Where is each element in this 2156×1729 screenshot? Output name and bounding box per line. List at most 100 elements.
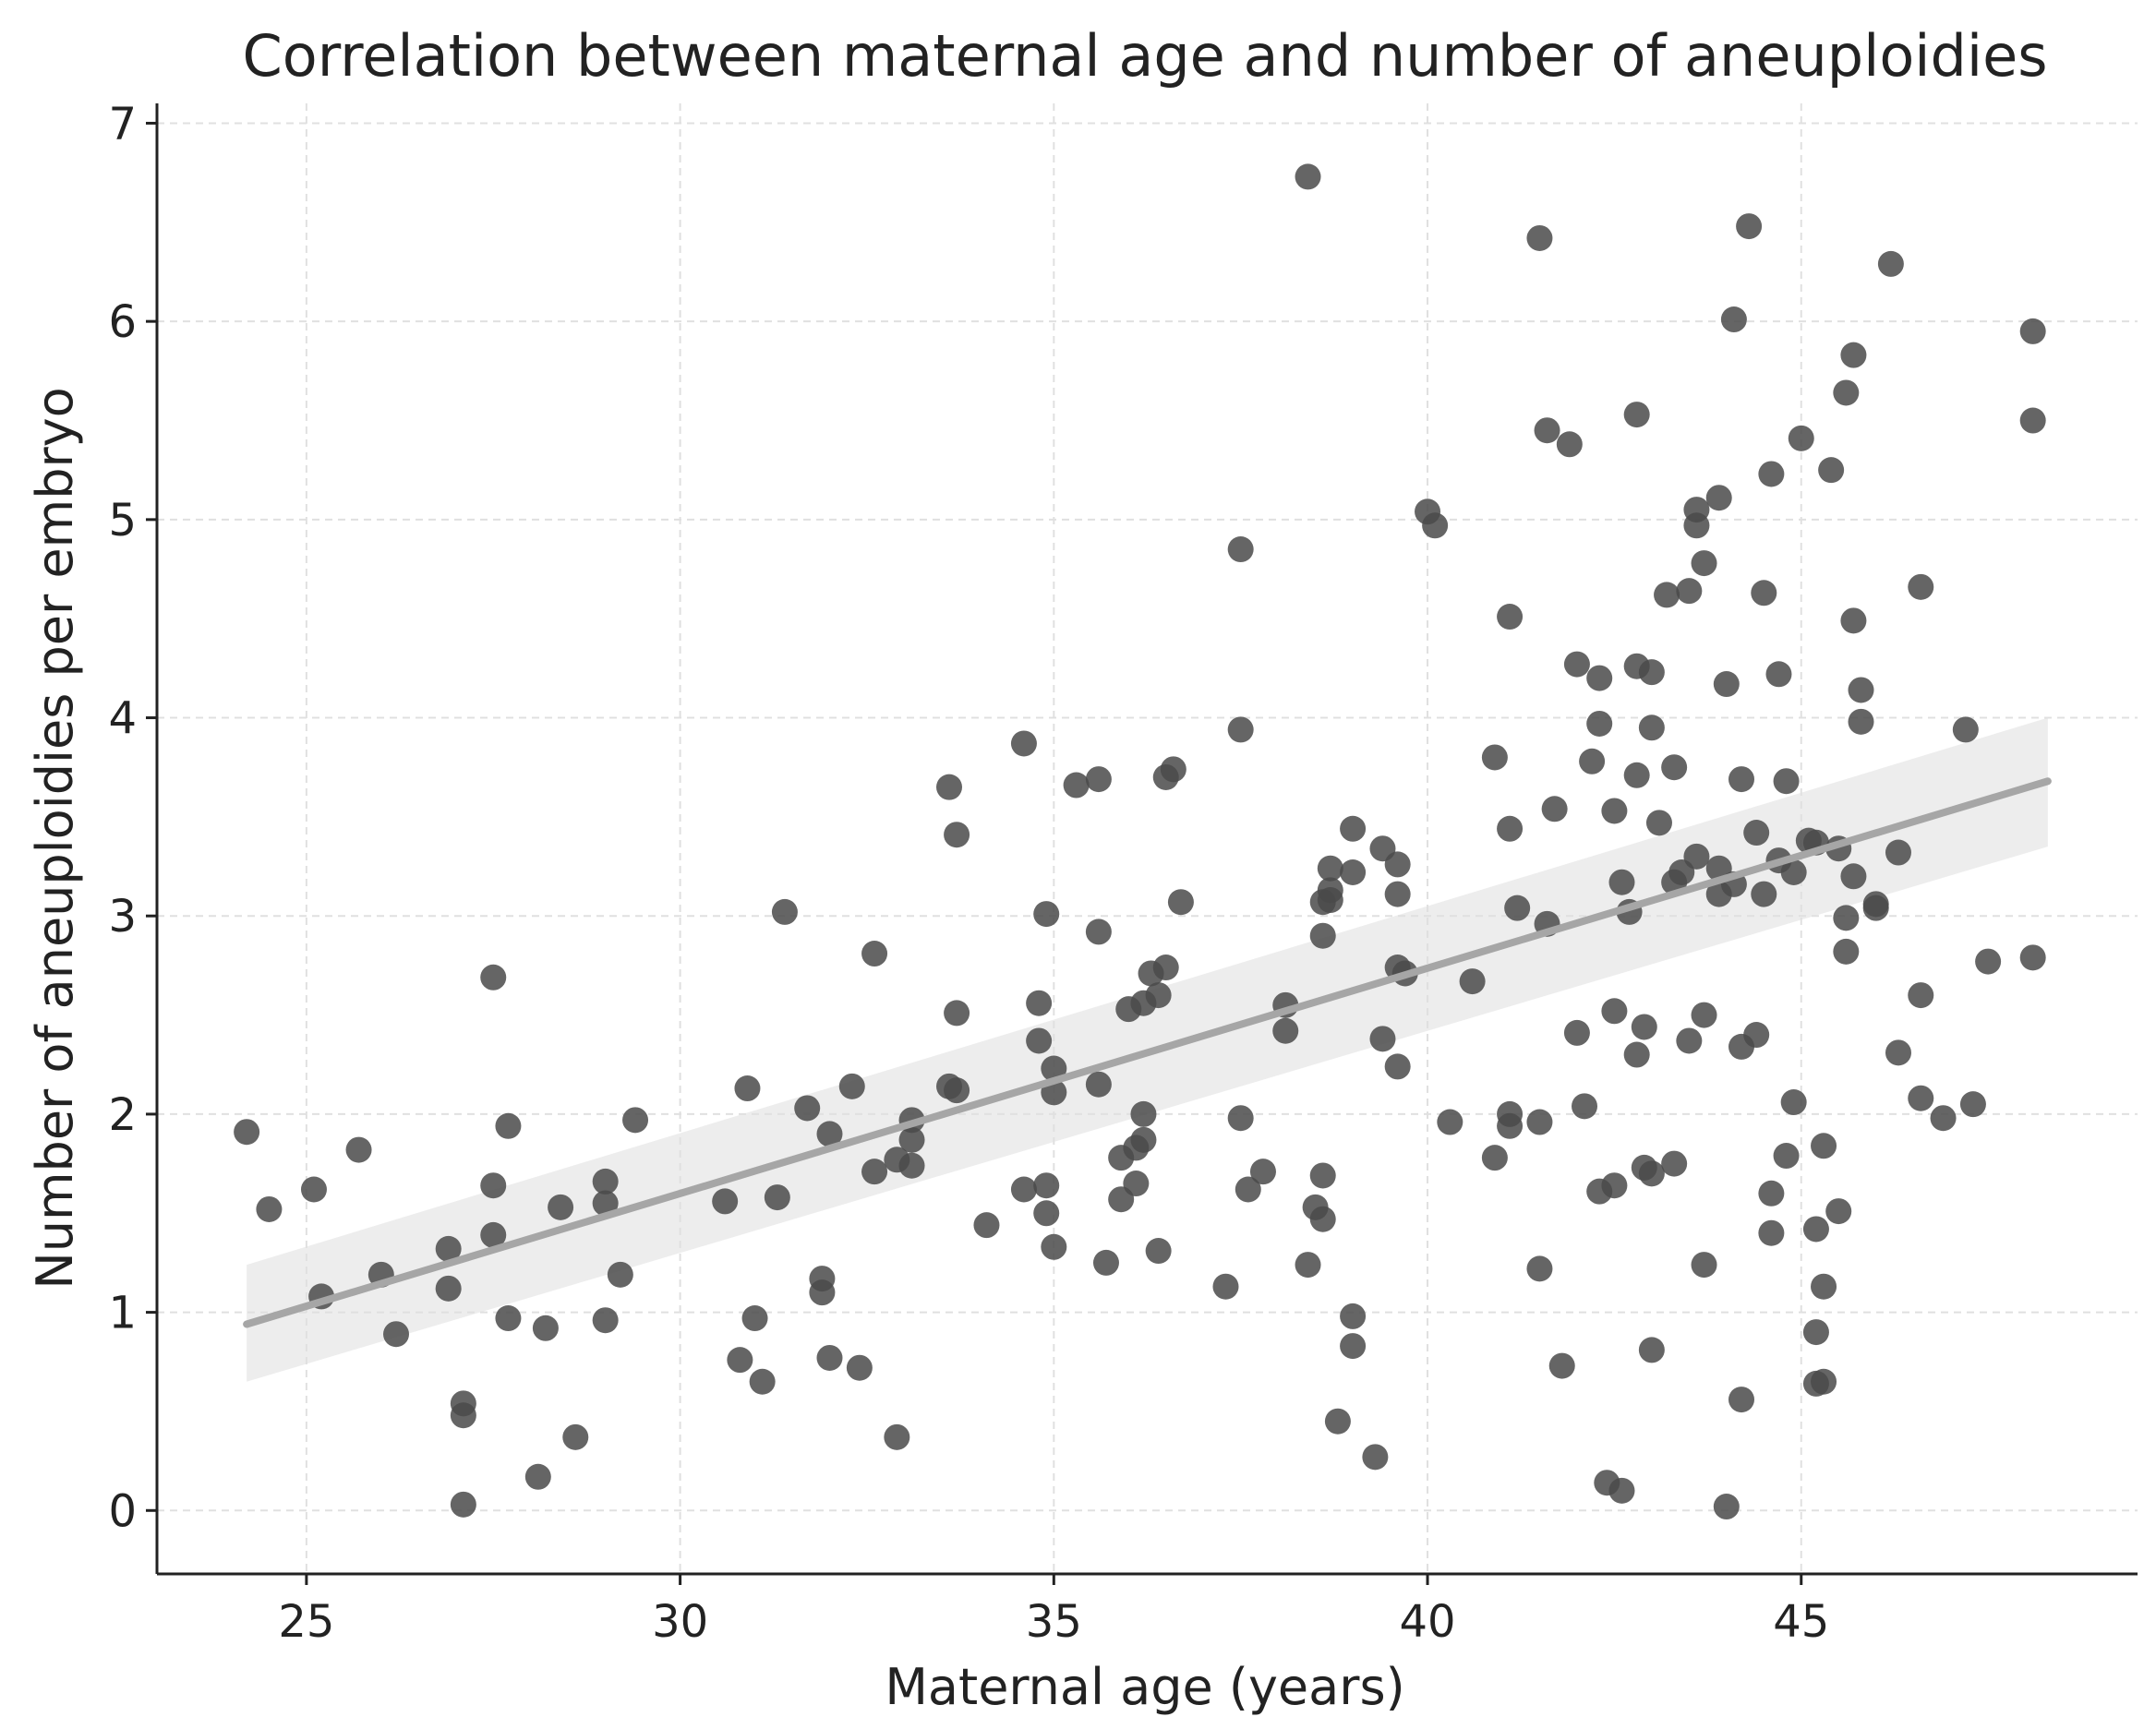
y-tick-label: 7 [108,98,137,150]
scatter-point [1152,955,1179,981]
scatter-point [898,1126,925,1153]
scatter-point [562,1423,589,1450]
scatter-point [1317,887,1343,914]
scatter-point [1010,730,1037,757]
scatter-point [1840,342,1867,368]
scatter-point [1638,659,1665,686]
scatter-point [383,1321,410,1348]
scatter-point [1833,905,1860,931]
scatter-point [1661,754,1688,781]
scatter-point [1130,1126,1157,1153]
scatter-point [1041,1233,1067,1260]
scatter-point [1788,425,1814,451]
scatter-point [794,1095,821,1122]
scatter-point [1811,1133,1837,1159]
scatter-point [1309,922,1336,949]
scatter-point [1249,1159,1276,1185]
scatter-point [1369,1026,1396,1052]
scatter-point [1130,1100,1157,1127]
scatter-point [1908,1085,1934,1111]
scatter-point [607,1261,633,1288]
scatter-point [1504,895,1531,921]
scatter-point [1579,748,1606,774]
scatter-point [1713,1494,1740,1520]
scatter-point [1743,820,1770,846]
x-tick-label: 45 [1773,1596,1829,1648]
scatter-point [1481,744,1508,771]
scatter-point [1586,665,1613,691]
scatter-point [1026,990,1053,1016]
scatter-point [1676,578,1703,605]
scatter-point [1497,815,1524,842]
scatter-point [1362,1444,1389,1471]
scatter-point [1227,716,1254,743]
scatter-point [1384,1053,1411,1080]
scatter-point [749,1368,776,1395]
scatter-point [1010,1176,1037,1203]
scatter-point [1773,768,1800,795]
scatter-point [1145,982,1172,1009]
scatter-point [1384,851,1411,878]
scatter-point [1811,1368,1837,1395]
scatter-point [1645,810,1672,836]
y-tick-label: 3 [108,891,137,943]
scatter-point [1541,796,1568,822]
scatter-point [1848,708,1874,735]
scatter-point [1638,1160,1665,1187]
scatter-point [1691,550,1717,577]
scatter-point [1720,306,1747,333]
scatter-point [1840,863,1867,890]
scatter-point [1848,677,1874,703]
scatter-point [1751,580,1777,606]
y-axis-label: Number of aneuploidies per embryo [26,387,84,1289]
scatter-point [1802,1319,1829,1346]
scatter-point [1033,1200,1060,1227]
scatter-point [1661,1150,1688,1177]
scatter-point [1885,839,1911,866]
chart-title: Correlation between maternal age and num… [242,22,2047,90]
scatter-point [1885,1039,1911,1066]
scatter-point [1908,982,1934,1009]
scatter-point [861,1159,888,1185]
scatter-point [898,1152,925,1179]
scatter-point [1212,1273,1239,1300]
scatter-point [1295,163,1321,190]
scatter-point [1235,1176,1261,1203]
scatter-point [1324,1408,1351,1435]
scatter-point [1563,1019,1590,1046]
scatter-point [1526,1255,1553,1282]
regression-line [243,777,2052,1328]
scatter-point [1041,1055,1067,1082]
scatter-point [1608,869,1635,895]
scatter-point [1638,714,1665,741]
scatter-point [712,1188,739,1215]
scatter-point [480,1221,507,1248]
scatter-point [1092,1249,1119,1276]
scatter-point [1601,1172,1628,1199]
scatter-point [1526,224,1553,251]
scatter-point [1340,858,1367,885]
scatter-point [1818,457,1845,484]
scatter-point [1751,881,1777,907]
scatter-point [1743,1022,1770,1049]
scatter-point [1534,417,1560,444]
scatter-point [1765,661,1792,688]
scatter-point [1026,1027,1053,1054]
scatter-point [1556,431,1583,458]
scatter-point [1773,1143,1800,1170]
scatter-point [936,774,962,800]
scatter-point [1340,1303,1367,1329]
scatter-point [1309,1206,1336,1232]
scatter-point [1758,461,1785,487]
scatter-point [809,1279,836,1306]
scatter-point [1877,250,1904,277]
scatter-point [1548,1352,1575,1379]
scatter-point [1497,604,1524,630]
scatter-point [741,1305,768,1332]
scatter-point [1160,756,1186,783]
scatter-point [1862,895,1889,921]
y-tick-label: 2 [108,1089,137,1141]
scatter-point [1728,1387,1754,1413]
scatter-point [884,1423,910,1450]
